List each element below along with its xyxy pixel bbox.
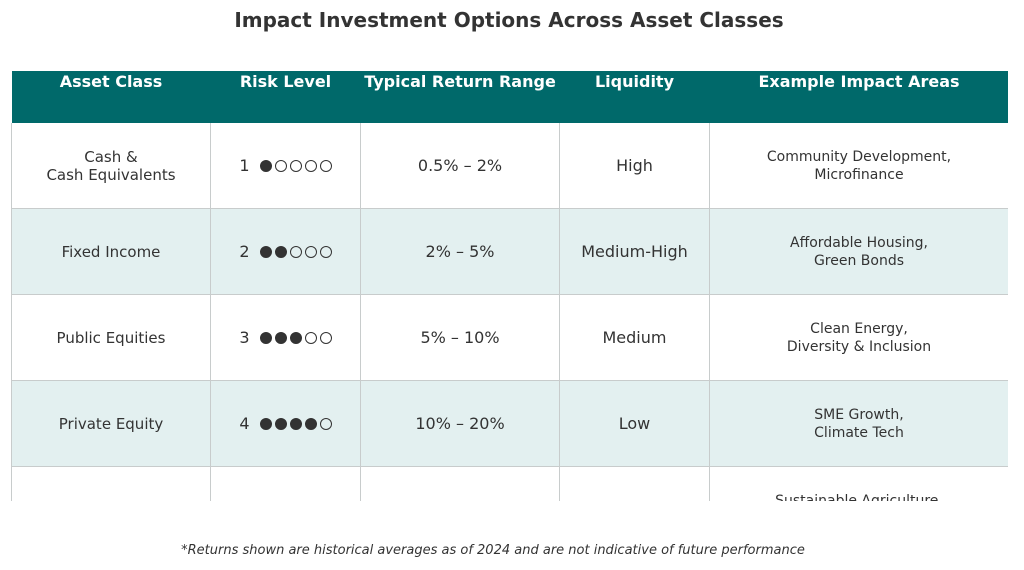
risk-level-cell: 2 (210, 208, 361, 295)
risk-level-cell: 1 (210, 123, 361, 209)
risk-level-number: 1 (239, 155, 250, 175)
liquidity-cell: Medium-High (559, 208, 710, 295)
empty-circle-icon (289, 159, 302, 172)
liquidity-cell: Low (559, 466, 710, 501)
risk-level-number: 3 (239, 327, 250, 347)
risk-level-number: 4 (239, 413, 250, 433)
filled-circle-icon (274, 417, 287, 430)
table-row: Fixed Income 2 2% – 5% Medium-High Affordabl… (11, 208, 1008, 295)
table-row: Cash & Cash Equivalents 1 0.5% – 2% High Com… (11, 123, 1008, 209)
header-risk-level: Risk Level (210, 71, 361, 123)
impact-areas-cell: Sustainable Agriculture, Renewable Infra… (709, 466, 1008, 501)
filled-circle-icon (259, 245, 272, 258)
impact-areas-cell: SME Growth, Climate Tech (709, 380, 1008, 467)
empty-circle-icon (274, 159, 287, 172)
header-asset-class: Asset Class (11, 71, 211, 123)
asset-class-cell: Private Equity (11, 380, 211, 467)
filled-circle-icon (259, 331, 272, 344)
risk-dots (259, 245, 332, 258)
header-impact-areas: Example Impact Areas (709, 71, 1008, 123)
risk-dots (259, 417, 332, 430)
empty-circle-icon (289, 245, 302, 258)
risk-dots (259, 331, 332, 344)
filled-circle-icon (289, 331, 302, 344)
table-row: Private Equity 4 10% – 20% Low SME Growth, C… (11, 380, 1008, 467)
filled-circle-icon (274, 245, 287, 258)
impact-areas-cell: Clean Energy, Diversity & Inclusion (709, 294, 1008, 381)
liquidity-cell: Medium (559, 294, 710, 381)
asset-class-cell: Cash & Cash Equivalents (11, 123, 211, 209)
header-return-range: Typical Return Range (360, 71, 560, 123)
asset-class-table: Asset Class Risk Level Typical Return Ra… (11, 71, 1008, 501)
risk-level-number: 2 (239, 241, 250, 261)
risk-level-cell: 4 (210, 380, 361, 467)
asset-class-cell: Public Equities (11, 294, 211, 381)
table-container: Asset Class Risk Level Typical Return Ra… (11, 71, 1008, 501)
impact-areas-cell: Affordable Housing, Green Bonds (709, 208, 1008, 295)
asset-class-cell: Fixed Income (11, 208, 211, 295)
table-header-row: Asset Class Risk Level Typical Return Ra… (11, 71, 1008, 123)
risk-level-cell: 5 (210, 466, 361, 501)
liquidity-cell: Low (559, 380, 710, 467)
asset-class-cell: Real Assets (11, 466, 211, 501)
return-range-cell: 5% – 12% (360, 466, 560, 501)
table-row: Public Equities 3 5% – 10% Medium Clean Ener… (11, 294, 1008, 381)
footnote: *Returns shown are historical averages a… (181, 543, 805, 558)
table-row: Real Assets 5 5% – 12%LowSustainable Agric… (11, 466, 1008, 501)
return-range-cell: 10% – 20% (360, 380, 560, 467)
header-liquidity: Liquidity (559, 71, 710, 123)
impact-areas-cell: Community Development, Microfinance (709, 123, 1008, 209)
empty-circle-icon (319, 417, 332, 430)
return-range-cell: 2% – 5% (360, 208, 560, 295)
risk-level-number: 5 (239, 500, 249, 501)
risk-dots (259, 159, 332, 172)
filled-circle-icon (274, 331, 287, 344)
risk-level-cell: 3 (210, 294, 361, 381)
empty-circle-icon (304, 159, 317, 172)
return-range-cell: 5% – 10% (360, 294, 560, 381)
empty-circle-icon (319, 159, 332, 172)
page-title: Impact Investment Options Across Asset C… (234, 8, 784, 32)
return-range-cell: 0.5% – 2% (360, 123, 560, 209)
filled-circle-icon (259, 417, 272, 430)
filled-circle-icon (304, 417, 317, 430)
empty-circle-icon (304, 331, 317, 344)
empty-circle-icon (319, 331, 332, 344)
empty-circle-icon (319, 245, 332, 258)
liquidity-cell: High (559, 123, 710, 209)
filled-circle-icon (259, 159, 272, 172)
empty-circle-icon (304, 245, 317, 258)
filled-circle-icon (289, 417, 302, 430)
